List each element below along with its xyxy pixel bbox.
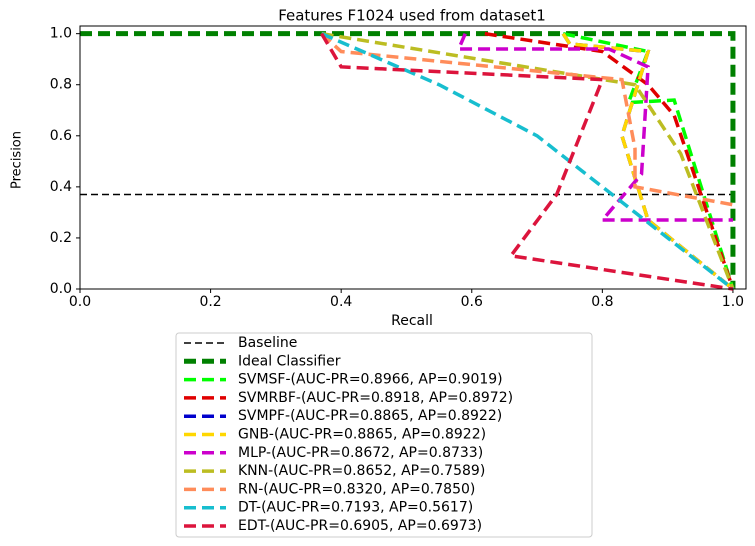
legend-label: KNN-(AUC-PR=0.8652, AP=0.7589) xyxy=(238,463,485,479)
x-tick-label: 0.8 xyxy=(591,294,613,310)
legend-label: MLP-(AUC-PR=0.8672, AP=0.8733) xyxy=(238,445,483,461)
series-line xyxy=(320,32,735,291)
legend-box xyxy=(175,332,593,538)
x-axis-label: Recall xyxy=(391,313,433,329)
series-line xyxy=(321,31,735,290)
series-line xyxy=(561,32,735,291)
y-axis-label: Precision xyxy=(10,131,25,189)
series-line xyxy=(484,31,735,290)
legend-label: SVMSF-(AUC-PR=0.8966, AP=0.9019) xyxy=(238,372,503,388)
chart-title: Features F1024 used from dataset1 xyxy=(278,7,546,25)
series-line xyxy=(320,32,734,291)
x-tick-label: 0.2 xyxy=(199,294,221,310)
legend-label: Ideal Classifier xyxy=(238,353,341,369)
series-line xyxy=(80,31,736,289)
y-tick-label: 0.4 xyxy=(50,179,72,195)
legend-label: RN-(AUC-PR=0.8320, AP=0.7850) xyxy=(238,481,475,497)
legend-label: GNB-(AUC-PR=0.8865, AP=0.8922) xyxy=(238,427,486,443)
series-line xyxy=(320,32,734,207)
y-tick-label: 0.0 xyxy=(50,281,72,297)
x-tick-label: 0.6 xyxy=(461,294,483,310)
legend-label: Baseline xyxy=(238,335,297,351)
series-line xyxy=(561,32,735,291)
plot-frame xyxy=(79,25,747,290)
legend-label: DT-(AUC-PR=0.7193, AP=0.5617) xyxy=(238,500,473,516)
x-tick-label: 0.4 xyxy=(330,294,352,310)
legend-label: EDT-(AUC-PR=0.6905, AP=0.6973) xyxy=(238,518,482,534)
legend-label: SVMRBF-(AUC-PR=0.8918, AP=0.8972) xyxy=(238,390,513,406)
y-tick-label: 0.6 xyxy=(50,128,72,144)
y-tick-label: 0.2 xyxy=(50,230,72,246)
y-tick-label: 0.8 xyxy=(50,77,72,93)
x-tick-label: 1.0 xyxy=(722,294,744,310)
legend-label: SVMPF-(AUC-PR=0.8865, AP=0.8922) xyxy=(238,408,502,424)
series-line xyxy=(562,31,735,290)
x-tick-label: 0.0 xyxy=(69,294,91,310)
series-line xyxy=(456,32,733,222)
y-tick-label: 1.0 xyxy=(50,26,72,42)
